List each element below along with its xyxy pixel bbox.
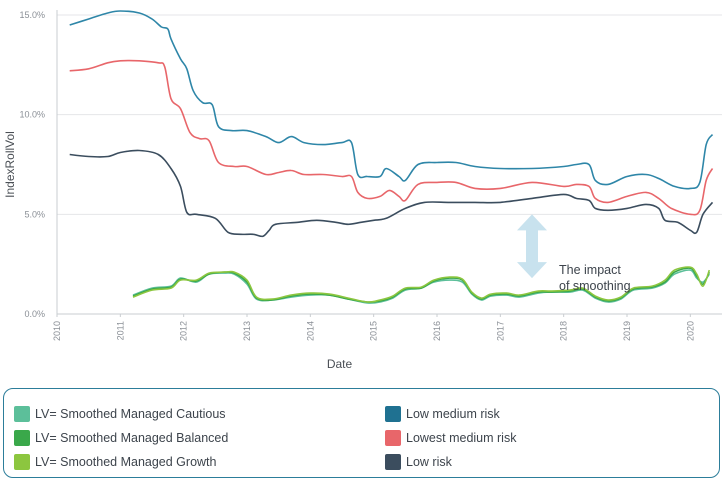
axes <box>56 10 722 315</box>
gridlines <box>57 14 722 215</box>
annotation-line-1: The impact <box>559 263 621 277</box>
annotation-line-2: of smoothing <box>559 279 631 293</box>
series-line-5 <box>132 266 711 303</box>
x-tick-label: 2019 <box>622 321 632 341</box>
series-line-4 <box>132 267 711 303</box>
x-tick-labels: 2010 2011 2012 2013 2014 2015 2016 2017 2018 2019… <box>52 314 695 341</box>
legend-label-low-risk: Low risk <box>406 455 452 469</box>
legend-swatch-low-risk <box>385 454 401 470</box>
legend-swatch-cautious <box>14 406 30 422</box>
series-line-0 <box>69 10 714 190</box>
y-axis-title: IndexRollVol <box>3 131 17 198</box>
smoothing-annotation: The impact of smoothing <box>517 214 631 293</box>
series-line-2 <box>69 149 714 238</box>
legend-item-cautious: LV= Smoothed Managed Cautious <box>14 405 226 423</box>
legend-item-balanced: LV= Smoothed Managed Balanced <box>14 429 228 447</box>
series-line-1 <box>69 59 714 216</box>
legend-swatch-low-medium-risk <box>385 406 401 422</box>
legend-item-lowest-medium-risk: Lowest medium risk <box>385 429 516 447</box>
x-tick-label: 2016 <box>432 321 442 341</box>
x-tick-label: 2013 <box>242 321 252 341</box>
y-tick-label: 0.0% <box>24 309 45 319</box>
x-tick-label: 2020 <box>685 321 695 341</box>
x-tick-label: 2014 <box>305 321 315 341</box>
volatility-chart: 0.0%5.0%10.0%15.0% 2010 2011 2012 2013 2014 2… <box>3 10 722 371</box>
legend-label-lowest-medium-risk: Lowest medium risk <box>406 431 517 445</box>
double-arrow-icon <box>517 214 547 279</box>
legend-label-growth: LV= Smoothed Managed Growth <box>35 455 217 469</box>
y-tick-label: 10.0% <box>19 110 45 120</box>
y-tick-label: 15.0% <box>19 10 45 20</box>
legend-item-low-risk: Low risk <box>385 453 452 471</box>
series-lines <box>69 10 714 304</box>
y-tick-labels: 0.0% 5.0% 10.0% 15.0% <box>19 10 45 319</box>
legend-swatch-lowest-medium-risk <box>385 430 401 446</box>
legend-label-cautious: LV= Smoothed Managed Cautious <box>35 407 226 421</box>
legend-swatch-balanced <box>14 430 30 446</box>
legend-item-growth: LV= Smoothed Managed Growth <box>14 453 216 471</box>
legend-swatch-growth <box>14 454 30 470</box>
legend-label-low-medium-risk: Low medium risk <box>406 407 500 421</box>
series-line-3 <box>132 269 710 304</box>
x-tick-label: 2011 <box>115 321 125 340</box>
x-tick-label: 2015 <box>369 321 379 341</box>
legend-label-balanced: LV= Smoothed Managed Balanced <box>35 431 229 445</box>
x-tick-label: 2012 <box>179 321 189 341</box>
legend-item-low-medium-risk: Low medium risk <box>385 405 500 423</box>
x-tick-label: 2010 <box>52 321 62 341</box>
y-tick-label: 5.0% <box>24 209 45 219</box>
x-tick-label: 2017 <box>495 321 505 341</box>
x-tick-label: 2018 <box>559 321 569 341</box>
legend: LV= Smoothed Managed Cautious LV= Smooth… <box>3 388 720 478</box>
x-axis-title: Date <box>327 357 353 371</box>
